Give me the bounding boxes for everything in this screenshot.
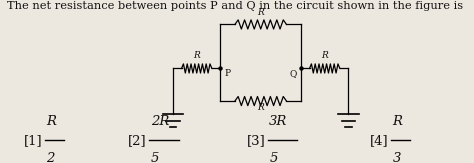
Text: R: R (321, 51, 328, 60)
Text: [3]: [3] (246, 134, 265, 147)
Text: 5: 5 (269, 152, 278, 163)
Text: 5: 5 (151, 152, 159, 163)
Text: R: R (46, 115, 56, 128)
Text: 2R: 2R (151, 115, 169, 128)
Text: 3: 3 (392, 152, 401, 163)
Text: The net resistance between points P and Q in the circuit shown in the figure is: The net resistance between points P and … (7, 1, 463, 11)
Text: Q: Q (290, 69, 297, 78)
Text: 2: 2 (46, 152, 55, 163)
Text: R: R (193, 51, 200, 60)
Text: [4]: [4] (370, 134, 388, 147)
Text: 3R: 3R (269, 115, 288, 128)
Text: P: P (224, 69, 230, 78)
Text: R: R (257, 103, 264, 112)
Text: [1]: [1] (24, 134, 42, 147)
Text: R: R (257, 8, 264, 17)
Text: [2]: [2] (128, 134, 146, 147)
Text: R: R (392, 115, 402, 128)
